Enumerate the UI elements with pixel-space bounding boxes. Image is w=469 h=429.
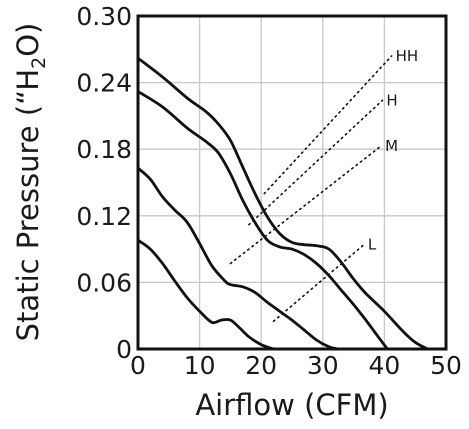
y-axis-label-pre: Static Pressure (“H (11, 69, 45, 341)
y-tick-label: 0.12 (76, 202, 132, 231)
curves (136, 56, 429, 351)
y-tick-label: 0.24 (76, 69, 132, 98)
y-ticks: 0 0.06 0.12 0.18 0.24 0.30 (76, 2, 132, 364)
leader-l (272, 243, 365, 323)
x-tick-label: 50 (430, 351, 462, 380)
y-tick-label: 0.18 (76, 135, 132, 164)
x-tick-label: 20 (245, 351, 277, 380)
leader-hh (263, 55, 393, 195)
label-leaders (229, 55, 393, 323)
y-axis-label: Static Pressure (“H2O) (11, 23, 50, 342)
curve-label-m: M (385, 137, 398, 155)
x-axis-label: Airflow (CFM) (195, 388, 388, 422)
x-tick-label: 0 (130, 351, 146, 380)
y-tick-label: 0.30 (76, 2, 132, 31)
grid (138, 16, 446, 349)
curve-hh (136, 56, 429, 351)
curve-label-h: H (386, 91, 397, 109)
x-tick-label: 40 (368, 351, 400, 380)
y-axis-label-post: O) (11, 23, 45, 57)
curve-label-l: L (368, 236, 377, 254)
x-ticks: 0 10 20 30 40 50 (130, 351, 462, 380)
y-tick-label: 0.06 (76, 268, 132, 297)
curve-h (136, 90, 389, 351)
y-axis-label-sub: 2 (28, 57, 50, 69)
leader-h (248, 99, 384, 226)
x-tick-label: 30 (307, 351, 339, 380)
y-tick-label: 0 (116, 335, 132, 364)
curve-l (136, 238, 275, 351)
leader-m (229, 145, 382, 265)
curve-label-hh: HH (396, 47, 419, 65)
x-tick-label: 10 (184, 351, 216, 380)
plot-frame (136, 14, 448, 351)
curve-m (136, 166, 340, 351)
